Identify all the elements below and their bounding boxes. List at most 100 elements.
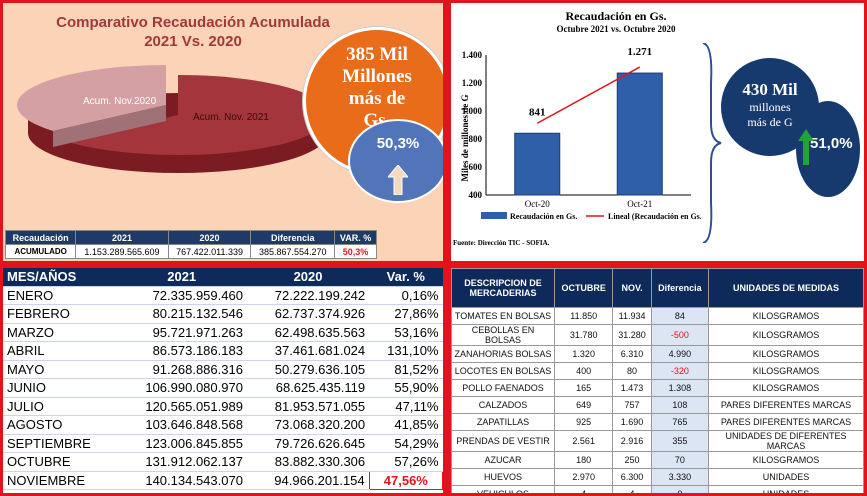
table-header: Recaudación bbox=[4, 230, 77, 245]
y-tick-label: 1.000 bbox=[462, 106, 483, 116]
table-cell: UNIDADES DE DIFERENTES MARCAS bbox=[708, 430, 864, 452]
table-cell: AZUCAR bbox=[451, 451, 555, 469]
table-cell: 54,29% bbox=[369, 434, 443, 453]
table-cell: ZAPATILLAS bbox=[451, 413, 555, 431]
bar-chart: 400 600 800 1.000 1.200 1.400 841 Oct-20 1.271 Oc… bbox=[462, 46, 701, 221]
table-cell: 925 bbox=[553, 413, 614, 431]
table-header: 2021 bbox=[75, 230, 169, 245]
table-cell: 165 bbox=[553, 379, 614, 397]
data-label: 1.271 bbox=[627, 46, 652, 58]
bar bbox=[616, 72, 663, 196]
up-arrow-icon bbox=[388, 165, 408, 195]
table-row: LOCOTES EN BOLSAS 400 80 -320 KILOSGRAMOS bbox=[451, 362, 864, 380]
table-cell: UNIDADES bbox=[708, 485, 864, 493]
table-cell: 53,16% bbox=[369, 323, 443, 342]
table-cell: 47,56% bbox=[368, 470, 443, 490]
table-cell: 57,26% bbox=[369, 452, 443, 472]
table-cell: 1.308 bbox=[650, 379, 710, 397]
table-cell: 68.625.435.119 bbox=[246, 378, 370, 398]
chart-title: Comparativo Recaudación Acumulada 2021 V… bbox=[56, 14, 330, 50]
table-cell: 108 bbox=[650, 396, 710, 414]
table-cell: 0 bbox=[650, 485, 710, 493]
table-cell: 1.153.289.565.609 bbox=[75, 244, 169, 259]
table-cell: POLLO FAENADOS bbox=[451, 379, 555, 397]
table-cell: 27,86% bbox=[369, 304, 443, 324]
pie-label-2021: Acum. Nov. 2021 bbox=[193, 112, 269, 123]
pie-3d bbox=[16, 65, 329, 173]
table-cell: 72.222.199.242 bbox=[246, 286, 370, 305]
table-cell: AGOSTO bbox=[3, 415, 117, 435]
source-note: Fuente: Dirección TIC - SOFIA. bbox=[453, 239, 550, 247]
table-row: VEHICULOS440UNIDADES bbox=[451, 485, 864, 493]
table-cell: 2.916 bbox=[612, 430, 652, 452]
table-cell: NOVIEMBRE bbox=[3, 471, 117, 490]
table-cell: 11.934 bbox=[612, 307, 652, 325]
table-cell: SEPTIEMBRE bbox=[3, 434, 117, 453]
table-header: UNIDADES DE MEDIDAS bbox=[708, 268, 864, 308]
table-cell: ABRIL bbox=[3, 341, 117, 361]
table-cell: KILOSGRAMOS bbox=[708, 307, 864, 325]
table-row: ABRIL 86.573.186.183 37.461.681.024 131,10% bbox=[3, 341, 443, 361]
table-cell: KILOSGRAMOS bbox=[708, 324, 864, 346]
monthly-table: MES/AÑOS 2021 2020 Var. % ENERO 72.335.95… bbox=[3, 268, 443, 490]
table-cell: 47,11% bbox=[369, 397, 443, 416]
trend-line bbox=[536, 66, 641, 124]
table-header: OCTUBRE bbox=[553, 268, 614, 308]
table-cell: CALZADOS bbox=[451, 396, 555, 414]
table-cell: 80 bbox=[612, 362, 652, 380]
table-cell: ENERO bbox=[3, 286, 117, 305]
y-tick-label: 400 bbox=[469, 190, 483, 200]
table-cell: JUNIO bbox=[3, 378, 117, 398]
table-cell: 1.473 bbox=[612, 379, 652, 397]
table-cell: 3.330 bbox=[650, 468, 710, 486]
table-cell: 6.300 bbox=[612, 468, 652, 486]
table-cell: 11.850 bbox=[553, 307, 614, 325]
table-cell: 385.867.554.270 bbox=[250, 244, 336, 259]
table-row: ZAPATILLAS 925 1.690 765 PARES DIFERENTES MA… bbox=[451, 413, 864, 431]
pie-slice-2021 bbox=[65, 74, 329, 155]
table-header: Diferencia bbox=[250, 230, 336, 245]
table-cell: UNIDADES bbox=[708, 468, 864, 486]
x-tick-label: Oct-20 bbox=[525, 199, 550, 209]
table-cell: 6.310 bbox=[612, 345, 652, 363]
y-tick-label: 800 bbox=[469, 134, 483, 144]
legend-label: Recaudación en Gs. bbox=[510, 212, 577, 221]
table-cell: TOMATES EN BOLSAS bbox=[451, 307, 555, 325]
data-label: 841 bbox=[529, 106, 546, 118]
table-header: Diferencia bbox=[650, 268, 710, 308]
table-cell: 767.422.011.339 bbox=[167, 244, 252, 259]
table-cell: 106.990.080.970 bbox=[116, 378, 247, 398]
table-cell: KILOSGRAMOS bbox=[708, 451, 864, 469]
table-cell: 2.561 bbox=[553, 430, 614, 452]
table-row: HUEVOS 2.970 6.300 3.330 UNIDADES bbox=[451, 468, 864, 486]
table-row: SEPTIEMBRE 123.006.845.855 79.726.626.645 5… bbox=[3, 434, 443, 453]
y-axis-label: Miles de millones de G bbox=[460, 94, 470, 182]
table-cell: 140.134.543.070 bbox=[116, 471, 247, 490]
chart-title: Recaudación en Gs. Octubre 2021 vs. Octu… bbox=[556, 9, 676, 34]
table-cell: 0,16% bbox=[369, 286, 443, 305]
table-cell: 757 bbox=[612, 396, 652, 414]
table-cell: KILOSGRAMOS bbox=[708, 345, 864, 363]
table-cell: PRENDAS DE VESTIR bbox=[451, 430, 555, 452]
table-cell: 250 bbox=[612, 451, 652, 469]
panel-october-comparison: Recaudación en Gs. Octubre 2021 vs. Octu… bbox=[451, 3, 864, 261]
table-cell: -500 bbox=[650, 324, 710, 346]
table-header: Var. % bbox=[369, 268, 443, 287]
table-cell: 2.970 bbox=[553, 468, 614, 486]
table-row: ENERO 72.335.959.460 72.222.199.242 0,16% bbox=[3, 286, 443, 305]
table-cell: 94.966.201.154 bbox=[246, 471, 370, 490]
table-cell: LOCOTES EN BOLSAS bbox=[451, 362, 555, 380]
table-row: AGOSTO 103.646.848.568 73.068.320.200 41,85… bbox=[3, 415, 443, 435]
table-header: VAR. % bbox=[334, 230, 377, 245]
table-row: CALZADOS 649 757 108 PARES DIFERENTES MARCAS bbox=[451, 396, 864, 414]
table-cell: 91.268.886.316 bbox=[116, 360, 247, 379]
table-header: 2021 bbox=[116, 268, 247, 287]
pct-circle: 50,3% bbox=[348, 119, 443, 203]
table-row: AZUCAR 180 250 70 KILOSGRAMOS bbox=[451, 451, 864, 469]
table-cell: 72.335.959.460 bbox=[116, 286, 247, 305]
table-cell: VEHICULOS bbox=[451, 485, 555, 493]
table-header: MES/AÑOS bbox=[3, 268, 117, 287]
table-cell: 31.280 bbox=[612, 324, 652, 346]
table-cell: 131.912.062.137 bbox=[116, 452, 247, 472]
table-cell: 120.565.051.989 bbox=[116, 397, 247, 416]
